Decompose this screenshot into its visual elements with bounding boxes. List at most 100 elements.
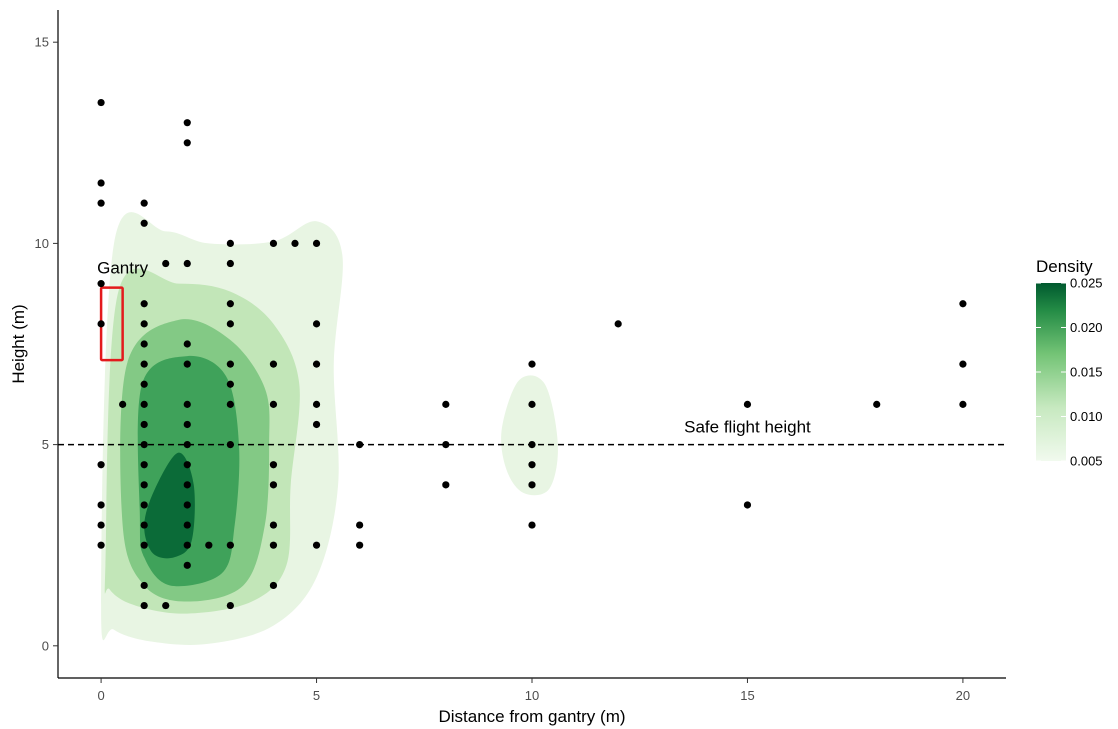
data-point bbox=[442, 400, 450, 408]
data-point bbox=[312, 420, 321, 429]
data-point bbox=[226, 259, 234, 268]
density-region-level-5 bbox=[144, 452, 195, 559]
data-point bbox=[312, 320, 321, 328]
data-point bbox=[97, 98, 105, 107]
data-point bbox=[183, 340, 191, 348]
x-tick-label: 20 bbox=[956, 688, 970, 703]
data-point bbox=[614, 320, 622, 328]
data-point bbox=[226, 360, 234, 368]
data-point bbox=[226, 380, 234, 388]
x-axis-title: Distance from gantry (m) bbox=[438, 707, 625, 726]
data-point bbox=[959, 360, 967, 368]
data-point bbox=[528, 461, 536, 469]
data-point bbox=[140, 441, 148, 449]
data-point bbox=[97, 461, 105, 469]
x-tick-label: 0 bbox=[97, 688, 104, 703]
data-point bbox=[269, 360, 278, 368]
data-point bbox=[226, 239, 234, 247]
y-tick-label: 15 bbox=[35, 35, 49, 50]
x-tick-label: 15 bbox=[740, 688, 754, 703]
data-point bbox=[140, 360, 148, 368]
data-point bbox=[183, 501, 191, 509]
data-point bbox=[97, 541, 105, 549]
data-point bbox=[140, 581, 148, 590]
data-point bbox=[269, 400, 278, 408]
data-point bbox=[528, 481, 536, 489]
data-point bbox=[183, 461, 191, 469]
data-point bbox=[140, 521, 148, 529]
data-point bbox=[269, 581, 278, 590]
data-point bbox=[140, 340, 148, 348]
data-point bbox=[528, 441, 536, 449]
y-axis-title: Height (m) bbox=[9, 304, 28, 383]
data-point bbox=[119, 400, 127, 408]
data-point bbox=[743, 400, 752, 408]
data-point bbox=[743, 501, 752, 509]
data-point bbox=[140, 300, 148, 308]
data-point bbox=[528, 400, 536, 408]
data-point bbox=[226, 601, 234, 610]
data-point bbox=[140, 420, 148, 429]
data-point bbox=[140, 461, 148, 469]
x-axis-ticks: 0 5 10 15 20 bbox=[97, 678, 970, 703]
data-point bbox=[873, 400, 881, 408]
data-point bbox=[140, 501, 148, 509]
x-tick-label: 5 bbox=[313, 688, 320, 703]
data-point bbox=[140, 601, 148, 610]
data-point bbox=[356, 541, 364, 549]
data-point bbox=[356, 441, 364, 449]
data-point bbox=[269, 481, 278, 489]
data-point bbox=[140, 481, 148, 489]
data-point bbox=[528, 521, 536, 529]
data-point bbox=[442, 441, 450, 449]
data-point bbox=[312, 360, 321, 368]
data-point bbox=[140, 199, 148, 207]
data-point bbox=[312, 400, 321, 408]
data-point bbox=[269, 239, 278, 247]
y-tick-label: 0 bbox=[42, 638, 49, 653]
data-point bbox=[183, 420, 191, 429]
data-point bbox=[226, 541, 234, 549]
data-point bbox=[226, 441, 234, 449]
data-point bbox=[269, 521, 278, 529]
data-point bbox=[183, 561, 191, 569]
data-point bbox=[959, 400, 967, 408]
data-point bbox=[269, 461, 278, 469]
data-point bbox=[356, 521, 364, 529]
data-point bbox=[183, 481, 191, 489]
y-tick-label: 5 bbox=[42, 437, 49, 452]
data-point bbox=[140, 380, 148, 388]
data-point bbox=[312, 239, 321, 247]
density-region-satellite bbox=[501, 375, 558, 496]
data-point bbox=[97, 501, 105, 509]
data-point bbox=[959, 300, 967, 308]
data-point bbox=[140, 541, 148, 549]
x-tick-label: 10 bbox=[525, 688, 539, 703]
legend-tick-label: 0.015 bbox=[1070, 365, 1103, 380]
legend-ticks: 0.025 0.020 0.015 0.010 0.005 bbox=[1036, 276, 1103, 469]
axes: 0 5 10 15 20 0 5 10 15 bbox=[35, 10, 1006, 703]
data-point bbox=[183, 521, 191, 529]
data-point bbox=[97, 179, 105, 187]
safe-flight-height-label: Safe flight height bbox=[684, 418, 811, 437]
data-point bbox=[226, 300, 234, 308]
data-point bbox=[140, 400, 148, 408]
data-point bbox=[97, 199, 105, 207]
data-point bbox=[97, 521, 105, 529]
data-point bbox=[528, 360, 536, 368]
data-point bbox=[183, 119, 191, 127]
data-point bbox=[183, 360, 191, 368]
data-point bbox=[226, 320, 234, 328]
data-point bbox=[269, 541, 278, 549]
data-point bbox=[140, 320, 148, 328]
data-point bbox=[97, 320, 105, 328]
legend-tick-label: 0.025 bbox=[1070, 276, 1103, 291]
legend-tick-label: 0.010 bbox=[1070, 409, 1103, 424]
legend-tick-label: 0.005 bbox=[1070, 454, 1103, 469]
data-point bbox=[312, 541, 321, 549]
data-point bbox=[205, 541, 213, 549]
gantry-label: Gantry bbox=[97, 259, 149, 278]
data-point bbox=[140, 219, 148, 227]
data-point bbox=[442, 481, 450, 489]
